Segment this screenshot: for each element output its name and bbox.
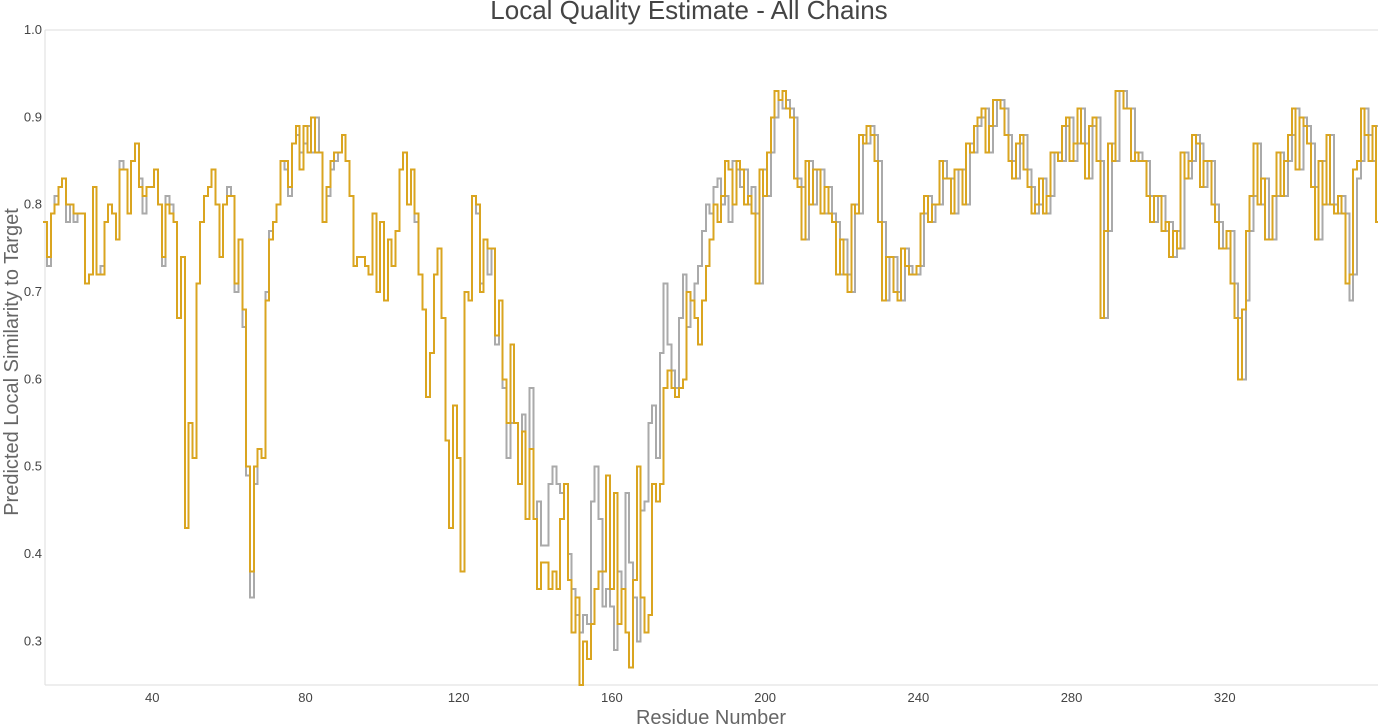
series-line-1 bbox=[43, 90, 1378, 652]
y-axis-label: Predicted Local Similarity to Target bbox=[1, 208, 23, 516]
x-tick-label: 40 bbox=[145, 690, 159, 705]
series-line-2 bbox=[43, 90, 1378, 686]
x-tick-label: 200 bbox=[754, 690, 776, 705]
y-tick-label: 0.3 bbox=[24, 633, 42, 648]
x-axis: 40 80 120 160 200 240 280 320 bbox=[45, 29, 1378, 705]
y-tick-label: 0.5 bbox=[24, 459, 42, 474]
y-tick-label: 0.7 bbox=[24, 284, 42, 299]
y-tick-label: 0.6 bbox=[24, 371, 42, 386]
y-tick-label: 0.9 bbox=[24, 109, 42, 124]
x-tick-label: 280 bbox=[1061, 690, 1083, 705]
chart-title: Local Quality Estimate - All Chains bbox=[490, 0, 887, 25]
y-tick-label: 0.4 bbox=[24, 546, 42, 561]
x-tick-label: 240 bbox=[907, 690, 929, 705]
x-tick-label: 80 bbox=[298, 690, 312, 705]
x-tick-label: 120 bbox=[448, 690, 470, 705]
y-tick-label: 0.8 bbox=[24, 197, 42, 212]
x-tick-label: 160 bbox=[601, 690, 623, 705]
x-axis-label: Residue Number bbox=[636, 707, 786, 725]
y-axis: 0.3 0.4 0.5 0.6 0.7 0.8 0.9 1.0 bbox=[24, 22, 46, 685]
plot-area bbox=[43, 90, 1378, 686]
y-tick-label: 1.0 bbox=[24, 22, 42, 37]
x-tick-label: 320 bbox=[1214, 690, 1236, 705]
